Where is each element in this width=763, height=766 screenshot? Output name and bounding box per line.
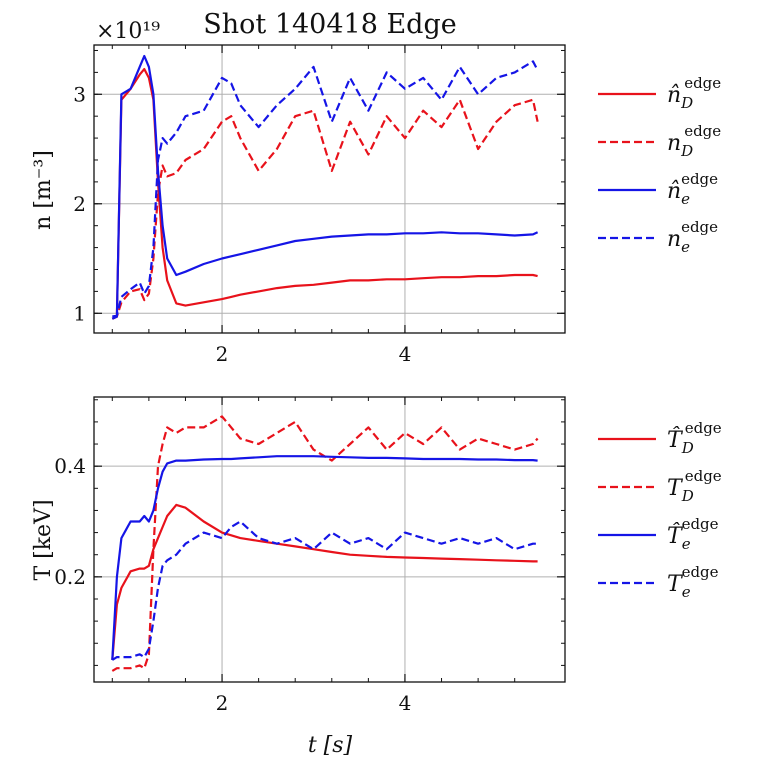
x-axis-label: t [s] <box>308 733 353 758</box>
temperature-series-2-line <box>111 455 538 660</box>
temperature-legend-label-1: TDedge <box>667 467 722 505</box>
temperature-legend-label-2: T̂eedge <box>667 515 719 553</box>
x-tick-label: 4 <box>399 691 412 715</box>
temperature-series-0-line <box>111 503 538 660</box>
density-y-axis-label: n [m⁻³] <box>31 150 56 230</box>
density-legend-label-2: n̂eedge <box>667 170 718 208</box>
density-legend-label-0: n̂Dedge <box>667 74 721 112</box>
y-tick-label: 3 <box>73 82 86 106</box>
density-multiplier: ×10¹⁹ <box>96 19 160 44</box>
density-series-1-line <box>111 98 539 320</box>
density-panel: 2 4 1 2 3 n̂Dedge nDedge n̂eedge needge <box>73 44 721 366</box>
x-tick-label: 4 <box>399 342 412 366</box>
temperature-axes-frame <box>93 396 566 683</box>
temperature-legend-label-0: T̂Dedge <box>667 419 722 457</box>
x-tick-label: 2 <box>216 342 229 366</box>
x-tick-label: 2 <box>216 691 229 715</box>
chart-title: Shot 140418 Edge <box>203 9 456 40</box>
density-series-0-line <box>111 67 538 320</box>
density-legend-label-1: nDedge <box>667 122 721 160</box>
temperature-series-1-line <box>111 415 539 672</box>
density-legend-label-3: needge <box>667 218 718 256</box>
temperature-y-axis-label: T [keV] <box>31 499 56 580</box>
density-series-3-line <box>112 60 539 318</box>
density-series-2-line <box>111 54 539 320</box>
y-tick-label: 0.2 <box>54 565 86 589</box>
density-axes-frame <box>93 44 566 334</box>
y-tick-label: 2 <box>73 192 86 216</box>
temperature-panel: 2 4 0.2 0.4 T̂Dedge TDedge T̂eedge Teedge <box>54 396 722 715</box>
y-tick-label: 0.4 <box>54 454 86 478</box>
temperature-legend-label-3: Teedge <box>667 563 719 601</box>
temperature-series-3-line <box>111 520 538 661</box>
y-tick-label: 1 <box>73 301 86 325</box>
